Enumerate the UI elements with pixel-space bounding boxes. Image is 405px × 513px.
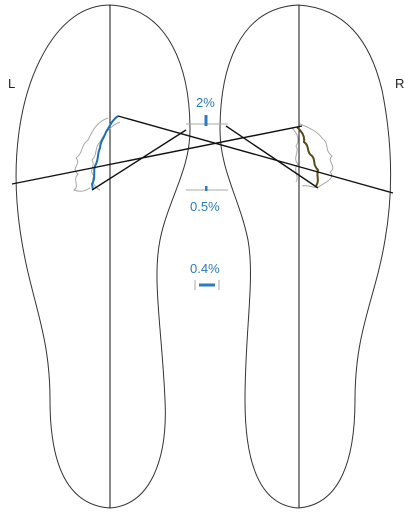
left-ghost-trace	[74, 118, 108, 191]
right-foot-label: R	[395, 77, 404, 90]
indicator-05pct-bar	[205, 186, 208, 191]
left-connector-line	[92, 130, 186, 190]
left-footprint-outline	[16, 5, 190, 508]
right-pressure-trace	[297, 127, 318, 186]
indicator-04pct-bar	[199, 284, 215, 287]
right-footprint-outline	[220, 5, 391, 508]
metric-top-label: 2%	[196, 96, 215, 109]
left-foot-label: L	[8, 77, 15, 90]
metric-middle-label: 0.5%	[190, 200, 220, 213]
indicator-2pct-bar	[205, 115, 208, 126]
metric-bottom-label: 0.4%	[190, 262, 220, 275]
right-ghost-trace	[300, 124, 333, 187]
